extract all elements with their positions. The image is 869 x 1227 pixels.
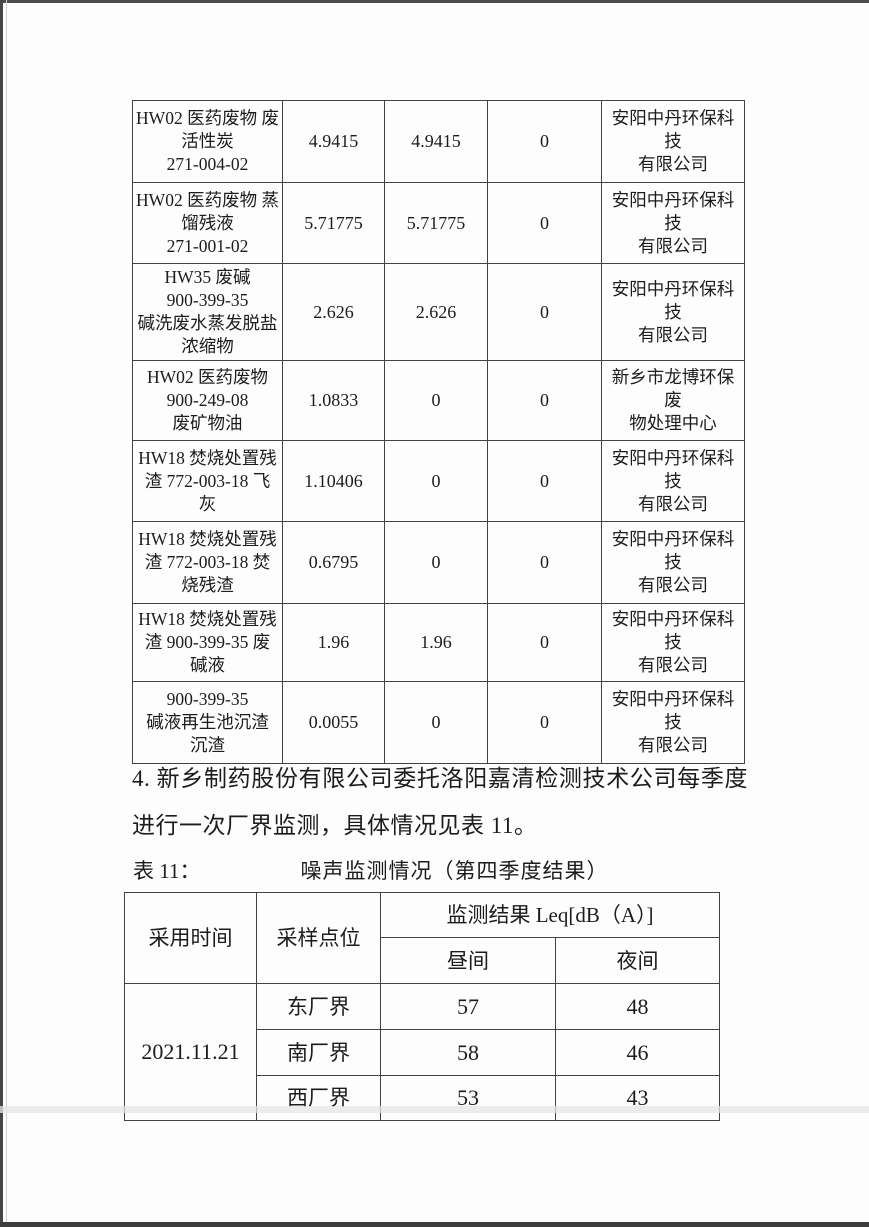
scan-edge-bottom [0,1222,869,1227]
table-row: HW18 焚烧处置残 渣 900-399-35 废 碱液 1.96 1.96 0… [132,603,745,682]
table-row: HW18 焚烧处置残 渣 772-003-18 飞 灰 1.10406 0 0 … [132,440,745,522]
value-cell: 1.10406 [282,440,385,522]
value-cell: 1.0833 [282,360,385,441]
value-cell: 2.626 [384,263,488,361]
disposer-cell: 安阳中丹环保科技 有限公司 [601,603,745,682]
table-row: HW02 医药废物 废 活性炭 271-004-02 4.9415 4.9415… [132,100,745,183]
value-cell: 0 [384,440,488,522]
value-cell: 0 [384,521,488,604]
value-cell: 0 [487,182,602,264]
scan-streak [0,1106,869,1113]
table-row: HW18 焚烧处置残 渣 772-003-18 焚 烧残渣 0.6795 0 0… [132,521,745,604]
scan-edge-top [0,0,869,3]
header-sampling-time: 采用时间 [124,892,257,984]
paragraph-item-4: 4. 新乡制药股份有限公司委托洛阳嘉清检测技术公司每季度进行一次厂界监测，具体情… [132,766,748,838]
value-cell: 0 [487,100,602,183]
waste-name-cell: HW02 医药废物 900-249-08 废矿物油 [132,360,283,441]
point-cell: 东厂界 [256,983,381,1030]
table-row: HW02 医药废物 蒸 馏残液 271-001-02 5.71775 5.717… [132,182,745,264]
disposer-cell: 安阳中丹环保科技 有限公司 [601,521,745,604]
scan-edge-left [0,0,3,1227]
value-cell: 1.96 [282,603,385,682]
table-row: HW02 医药废物 900-249-08 废矿物油 1.0833 0 0 新乡市… [132,360,745,441]
value-cell: 0 [487,681,602,764]
table-row: 2021.11.21 东厂界 57 48 [124,983,720,1121]
waste-name-cell: HW18 焚烧处置残 渣 772-003-18 飞 灰 [132,440,283,522]
disposer-cell: 安阳中丹环保科技 有限公司 [601,263,745,361]
value-cell: 0.0055 [282,681,385,764]
hazardous-waste-table: HW02 医药废物 废 活性炭 271-004-02 4.9415 4.9415… [132,100,745,764]
disposer-cell: 安阳中丹环保科技 有限公司 [601,182,745,264]
value-cell: 0 [487,521,602,604]
value-cell: 0 [487,263,602,361]
night-value-cell: 46 [555,1029,720,1076]
table-header-row: 采用时间 采样点位 监测结果 Leq[dB（A）] [124,892,720,984]
noise-monitoring-table: 采用时间 采样点位 监测结果 Leq[dB（A）] 昼间 夜间 2021.11.… [124,892,720,1121]
day-value-cell: 58 [380,1029,556,1076]
disposer-cell: 安阳中丹环保科技 有限公司 [601,100,745,183]
value-cell: 2.626 [282,263,385,361]
header-monitoring-result: 监测结果 Leq[dB（A）] [380,892,720,938]
value-cell: 1.96 [384,603,488,682]
value-cell: 0 [487,440,602,522]
night-value-cell: 48 [555,983,720,1030]
scan-fold-line [6,0,7,1227]
waste-name-cell: 900-399-35 碱液再生池沉渣 沉渣 [132,681,283,764]
value-cell: 4.9415 [282,100,385,183]
table11-caption-title: 噪声监测情况（第四季度结果） [300,859,609,883]
point-cell: 西厂界 [256,1075,381,1121]
table-row: 西厂界 53 43 [125,1075,720,1121]
table11-caption-label: 表 11： [133,859,201,883]
day-value-cell: 57 [380,983,556,1030]
value-cell: 4.9415 [384,100,488,183]
header-daytime: 昼间 [380,937,556,984]
table-row: HW35 废碱 900-399-35 碱洗废水蒸发脱盐 浓缩物 2.626 2.… [132,263,745,361]
disposer-cell: 新乡市龙博环保废 物处理中心 [601,360,745,441]
night-value-cell: 43 [555,1075,720,1121]
value-cell: 0 [487,360,602,441]
disposer-cell: 安阳中丹环保科技 有限公司 [601,681,745,764]
value-cell: 0 [384,360,488,441]
waste-name-cell: HW02 医药废物 蒸 馏残液 271-001-02 [132,182,283,264]
point-cell: 南厂界 [256,1029,381,1076]
waste-name-cell: HW35 废碱 900-399-35 碱洗废水蒸发脱盐 浓缩物 [132,263,283,361]
table-subheader-row: 昼间 夜间 [125,937,720,984]
value-cell: 0 [384,681,488,764]
table11-caption: 表 11： 噪声监测情况（第四季度结果） [133,855,749,885]
table-row: 900-399-35 碱液再生池沉渣 沉渣 0.0055 0 0 安阳中丹环保科… [132,681,745,764]
disposer-cell: 安阳中丹环保科技 有限公司 [601,440,745,522]
value-cell: 0.6795 [282,521,385,604]
waste-name-cell: HW18 焚烧处置残 渣 900-399-35 废 碱液 [132,603,283,682]
waste-name-cell: HW02 医药废物 废 活性炭 271-004-02 [132,100,283,183]
value-cell: 0 [487,603,602,682]
waste-name-cell: HW18 焚烧处置残 渣 772-003-18 焚 烧残渣 [132,521,283,604]
header-nighttime: 夜间 [555,937,720,984]
value-cell: 5.71775 [384,182,488,264]
sampling-date-cell: 2021.11.21 [124,983,257,1121]
day-value-cell: 53 [380,1075,556,1121]
header-sampling-point: 采样点位 [256,892,381,984]
value-cell: 5.71775 [282,182,385,264]
